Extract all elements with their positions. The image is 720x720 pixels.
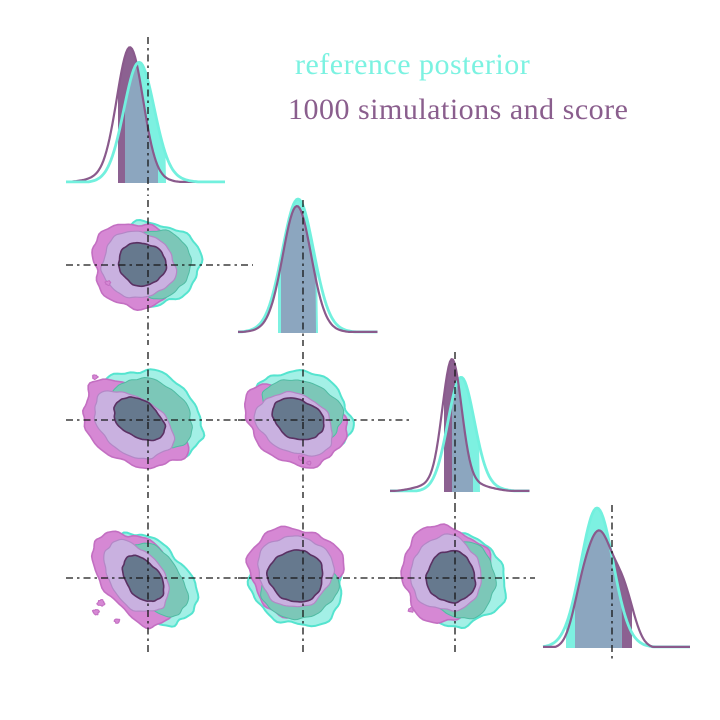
satellite-blob: [91, 374, 99, 380]
satellite-blob: [91, 609, 101, 616]
pair-panel-4-1: [66, 505, 253, 655]
diagonal-panel-1: [66, 37, 225, 196]
satellite-blob: [96, 599, 106, 607]
pair-panel-4-3: [390, 505, 535, 655]
overlap-core-contour: [425, 549, 477, 604]
satellite-blob: [104, 280, 112, 286]
overlap-core-contour: [266, 549, 324, 603]
overlap-band: [575, 530, 622, 648]
pair-panel-2-1: [66, 200, 253, 345]
overlap-band: [452, 380, 473, 492]
kde-curve: [66, 60, 225, 184]
diagonal-panel-4: [542, 505, 690, 661]
legend-item-simulations-score: 1000 simulations and score: [288, 93, 629, 126]
overlap-band: [125, 65, 158, 183]
satellite-blob: [113, 618, 121, 624]
legend-item-reference-posterior: reference posterior: [295, 48, 531, 81]
kde-curve: [238, 205, 378, 333]
diagonal-panel-2: [238, 197, 378, 346]
overlap-core-contour: [113, 396, 167, 442]
kde-curve: [390, 358, 530, 492]
diagonal-panel-3: [390, 352, 530, 505]
satellite-blob: [306, 460, 312, 466]
pair-panel-3-2: [238, 352, 411, 498]
satellite-blob: [407, 606, 415, 613]
kde-curve: [543, 529, 690, 648]
pair-panel-3-1: [66, 352, 253, 498]
pair-panel-4-2: [238, 505, 411, 655]
